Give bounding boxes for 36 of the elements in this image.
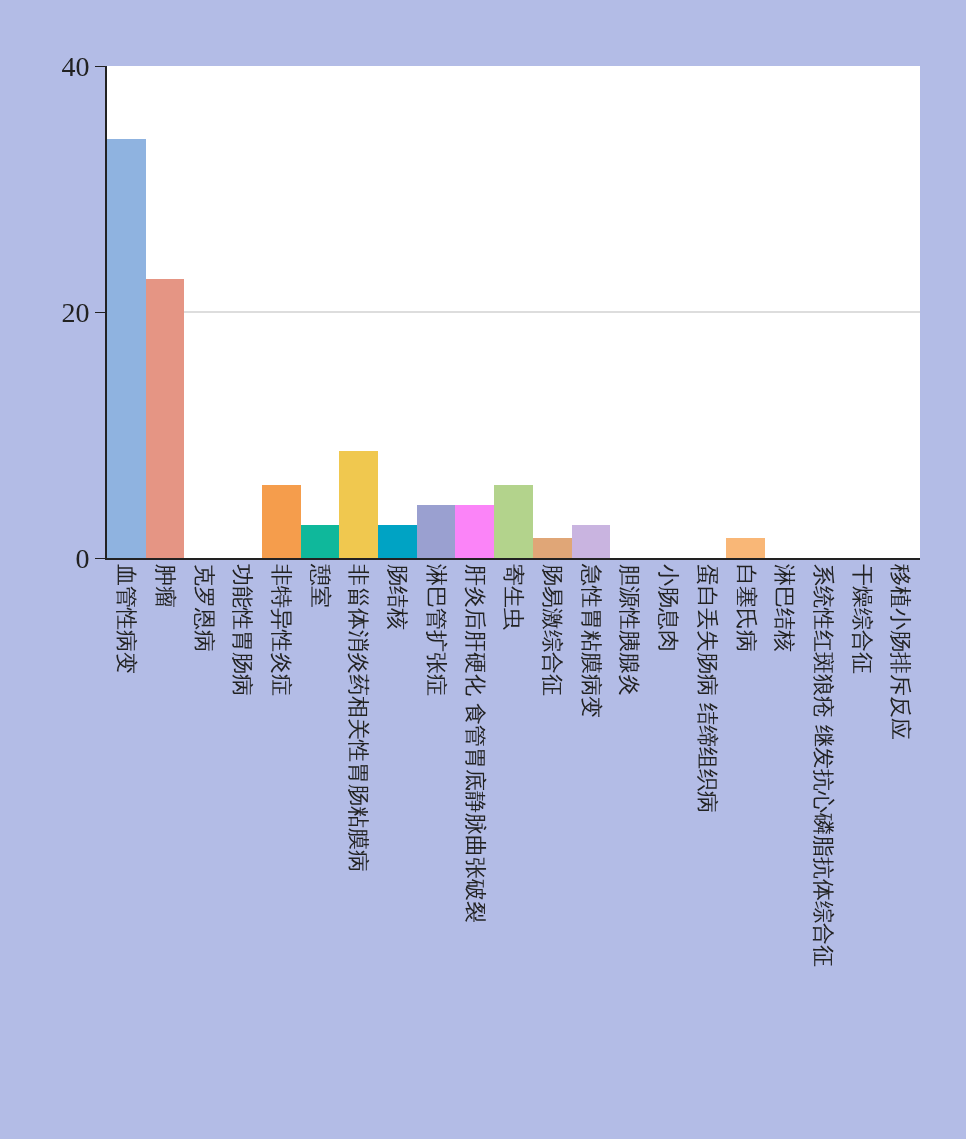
x-tick-label: 克罗恩病 xyxy=(191,564,217,653)
bar xyxy=(417,505,455,558)
x-tick-label: 淋巴结核 xyxy=(772,564,798,653)
x-tick-label: 白塞氏病 xyxy=(733,564,759,653)
bar xyxy=(339,451,378,558)
x-tick-label: 蛋白丢失肠病 结缔组织病 xyxy=(694,564,720,814)
bar xyxy=(262,485,301,558)
x-tick-label: 肝炎后肝硬化 食管胃底静脉曲张破裂 xyxy=(462,564,488,924)
bar xyxy=(301,525,339,558)
bar xyxy=(378,525,417,558)
x-tick-label: 淋巴管扩张症 xyxy=(423,564,449,697)
x-tick-label: 非甾体消炎药相关性胃肠粘膜病 xyxy=(346,564,372,873)
bar xyxy=(146,279,184,558)
x-tick-label: 急性胃粘膜病变 xyxy=(578,563,604,719)
bar xyxy=(494,485,533,558)
x-tick-label: 肠结核 xyxy=(385,564,411,631)
bar xyxy=(533,538,572,558)
y-tick-label: 0 xyxy=(75,542,90,574)
x-tick-label: 肠易激综合征 xyxy=(540,564,566,697)
y-tick-label: 20 xyxy=(61,296,90,328)
bar xyxy=(107,139,146,558)
x-tick-label: 胆源性胰腺炎 xyxy=(617,564,643,697)
x-tick-label: 系统性红斑狼疮 继发抗心磷脂抗体综合征 xyxy=(811,564,837,968)
bar xyxy=(455,505,494,558)
x-tick-label: 干燥综合征 xyxy=(849,564,875,675)
x-tick-label: 憩室 xyxy=(307,563,333,609)
y-tick-label: 40 xyxy=(61,50,90,82)
x-tick-label: 血管性病变 xyxy=(114,564,140,675)
x-tick-label: 功能性胃肠病 xyxy=(230,564,256,697)
x-tick-label: 寄生虫 xyxy=(501,564,527,631)
x-tick-label: 移植小肠排斥反应 xyxy=(888,564,914,741)
x-tick-label: 非特异性炎症 xyxy=(269,564,295,697)
x-tick-label: 小肠息肉 xyxy=(656,564,682,653)
bar xyxy=(572,525,610,558)
bar xyxy=(726,538,765,558)
x-tick-label: 肿瘤 xyxy=(152,564,178,609)
